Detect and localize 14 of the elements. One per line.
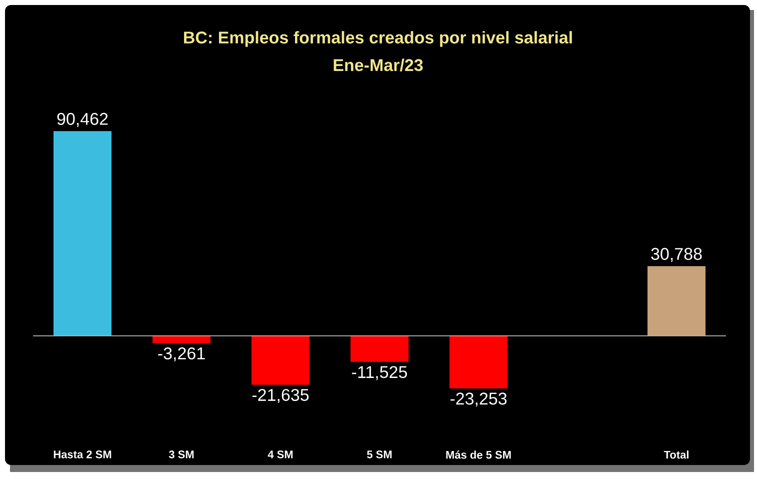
data-label: -11,525 bbox=[352, 366, 407, 380]
x-tick-label: 3 SM bbox=[168, 450, 194, 458]
data-label: -23,253 bbox=[450, 392, 507, 407]
x-tick-label: 5 SM bbox=[367, 450, 392, 458]
data-label: -21,635 bbox=[252, 388, 309, 403]
data-label: -3,261 bbox=[158, 347, 205, 362]
data-label: 30,788 bbox=[651, 248, 702, 262]
chart-title: BC: Empleos formales creados por nivel salarial bbox=[184, 31, 572, 47]
x-tick-label: Hasta 2 SM bbox=[54, 450, 112, 458]
data-label: 90,462 bbox=[57, 112, 108, 127]
x-tick-label: 4 SM bbox=[268, 450, 293, 458]
x-tick-label: Más de 5 SM bbox=[446, 450, 511, 459]
chart-subtitle: Ene-Mar/23 bbox=[334, 58, 423, 72]
x-tick-label: Total bbox=[664, 450, 688, 459]
